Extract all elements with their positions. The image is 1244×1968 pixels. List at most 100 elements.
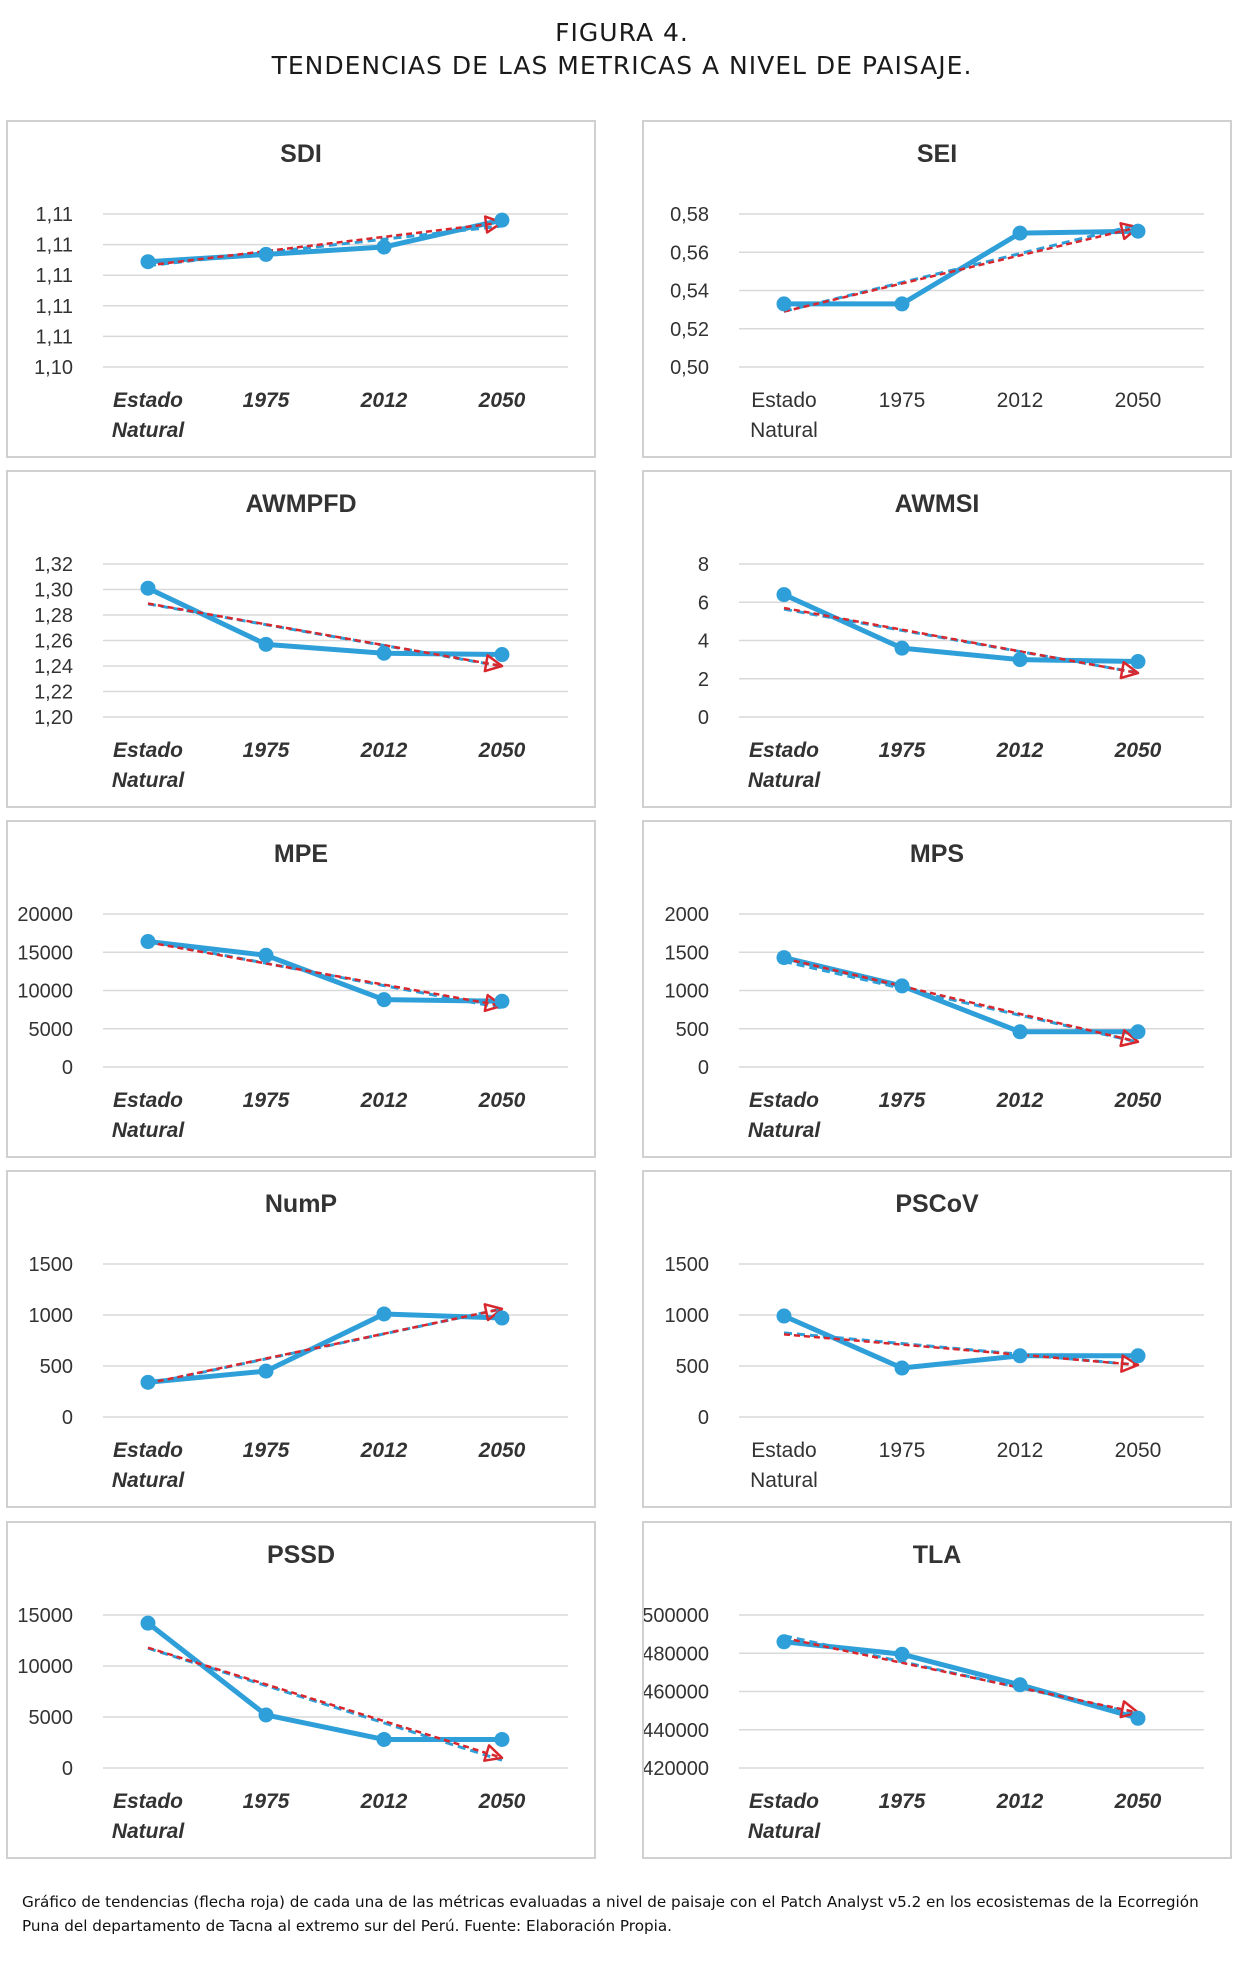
x-tick-label: 2012	[997, 389, 1044, 412]
x-tick-label: 2050	[1114, 1790, 1162, 1813]
chart-svg: AWMSI 0 2 4 6 8 Estado Natural 1975 2012 2050	[698, 490, 1204, 792]
y-tick-label: 1500	[665, 942, 710, 964]
chart-panel-nump: NumP 0 500 1000 1500 Estado Natural 1975 2012 205…	[6, 1170, 596, 1508]
x-tick-label: 1975	[243, 739, 290, 762]
x-tick-label: 1975	[243, 1439, 290, 1462]
x-tick-label: 2012	[360, 1439, 408, 1462]
y-tick-label: 1000	[665, 981, 710, 1003]
y-tick-label: 0	[698, 1057, 709, 1079]
y-tick-label: 1,11	[36, 296, 73, 318]
data-point	[776, 1308, 792, 1324]
x-tick-label: Estado	[113, 389, 183, 412]
x-tick-label: 1975	[879, 1089, 926, 1112]
chart-panel-sei: SEI 0,50 0,52 0,54 0,56 0,58 Estado Natural 1975…	[642, 120, 1232, 458]
series-line	[145, 1311, 505, 1385]
x-tick-label: Estado	[113, 739, 183, 762]
x-tick-label: Estado	[749, 739, 819, 762]
y-tick-label: 1,11	[36, 326, 73, 348]
chart-panel-awmsi: AWMSI 0 2 4 6 8 Estado Natural 1975 2012 2050	[642, 470, 1232, 808]
data-point	[894, 1646, 910, 1662]
trend-arrow-line	[783, 226, 1139, 313]
y-tick-label: 500000	[644, 1605, 709, 1627]
chart-svg: MPE 0 5000 10000 15000 20000 Estado Natural 1975…	[17, 840, 568, 1142]
y-tick-label: 0,52	[670, 319, 709, 341]
y-tick-label: 420000	[644, 1758, 709, 1780]
chart-svg: PSSD 0 5000 10000 15000 Estado Natural 1975 2012…	[17, 1541, 568, 1843]
x-tick-label: 2012	[360, 739, 408, 762]
y-tick-label: 500	[40, 1356, 73, 1378]
series-line	[781, 1639, 1141, 1721]
data-point	[258, 246, 274, 262]
x-tick-label: 1975	[243, 389, 290, 412]
chart-title: TLA	[913, 1541, 962, 1569]
trend-arrow-head	[1119, 661, 1140, 680]
y-tick-label: 0,54	[670, 281, 709, 303]
y-tick-label: 2	[698, 669, 709, 691]
series-line	[781, 228, 1141, 307]
linear-fit-line	[783, 1331, 1139, 1367]
x-tick-label: 2012	[996, 1089, 1044, 1112]
y-tick-label: 20000	[17, 904, 73, 926]
chart-svg: TLA 420000 440000 460000 480000 500000 Estado N…	[644, 1541, 1204, 1843]
y-tick-label: 0	[62, 1758, 73, 1780]
x-tick-label: 2012	[360, 389, 408, 412]
y-tick-label: 10000	[17, 1656, 73, 1678]
data-point	[1130, 223, 1146, 239]
figure-caption: Gráfico de tendencias (flecha roja) de c…	[22, 1893, 1199, 1935]
data-point	[1130, 1024, 1146, 1040]
x-tick-label: 2050	[1115, 1439, 1162, 1462]
data-point	[494, 212, 510, 228]
x-tick-label: 1975	[243, 1790, 290, 1813]
y-tick-label: 1000	[665, 1305, 710, 1327]
y-tick-label: 1,10	[34, 357, 73, 379]
chart-title: PSSD	[267, 1541, 335, 1569]
y-tick-label: 0	[698, 1407, 709, 1429]
chart-svg: NumP 0 500 1000 1500 Estado Natural 1975 2012 205…	[29, 1190, 568, 1492]
x-tick-label: 1975	[879, 739, 926, 762]
y-tick-label: 500	[676, 1019, 709, 1041]
data-point	[258, 1363, 274, 1379]
x-tick-label: Estado	[751, 1439, 816, 1462]
y-tick-label: 15000	[17, 1605, 73, 1627]
trend-arrow-head	[1120, 1354, 1140, 1373]
y-tick-label: 15000	[17, 942, 73, 964]
trend-arrow-head	[483, 1303, 504, 1322]
trend-arrow-line	[147, 1307, 503, 1385]
x-tick-label: 2012	[360, 1790, 408, 1813]
x-tick-label: 2050	[478, 739, 526, 762]
data-point	[376, 1306, 392, 1322]
trend-arrow-line	[147, 1646, 503, 1759]
chart-title: MPS	[910, 840, 964, 868]
trend-arrow-line	[783, 957, 1139, 1043]
x-tick-label: Natural	[112, 419, 186, 442]
series-line	[145, 1620, 505, 1742]
chart-panel-pscov: PSCoV 0 500 1000 1500 Estado Natural 1975 2012 20…	[642, 1170, 1232, 1508]
data-point	[376, 1731, 392, 1747]
chart-panel-pssd: PSSD 0 5000 10000 15000 Estado Natural 1975 2012…	[6, 1521, 596, 1859]
chart-panel-mpe: MPE 0 5000 10000 15000 20000 Estado Natural 1975…	[6, 820, 596, 1158]
series-line	[781, 592, 1141, 665]
y-tick-label: 1,22	[34, 682, 73, 704]
x-tick-label: Natural	[748, 1820, 822, 1843]
y-tick-label: 1000	[29, 1305, 74, 1327]
data-point	[140, 1615, 156, 1631]
series-line	[145, 585, 505, 658]
y-tick-label: 1,11	[36, 204, 73, 226]
data-point	[1130, 1710, 1146, 1726]
y-tick-label: 5000	[29, 1019, 74, 1041]
x-tick-label: 2012	[360, 1089, 408, 1112]
data-point	[258, 947, 274, 963]
chart-panel-tla: TLA 420000 440000 460000 480000 500000 Estado N…	[642, 1521, 1232, 1859]
y-tick-label: 1,30	[34, 580, 73, 602]
data-point	[894, 296, 910, 312]
data-point	[894, 978, 910, 994]
y-tick-label: 1,11	[36, 235, 73, 257]
data-point	[776, 1634, 792, 1650]
data-point	[494, 1731, 510, 1747]
x-tick-label: 1975	[879, 1439, 926, 1462]
x-tick-label: 1975	[879, 1790, 926, 1813]
chart-svg: PSCoV 0 500 1000 1500 Estado Natural 1975 2012 20…	[665, 1190, 1204, 1492]
y-tick-label: 460000	[644, 1682, 709, 1704]
trend-arrow-head	[1119, 1700, 1140, 1719]
x-tick-label: 2012	[996, 739, 1044, 762]
